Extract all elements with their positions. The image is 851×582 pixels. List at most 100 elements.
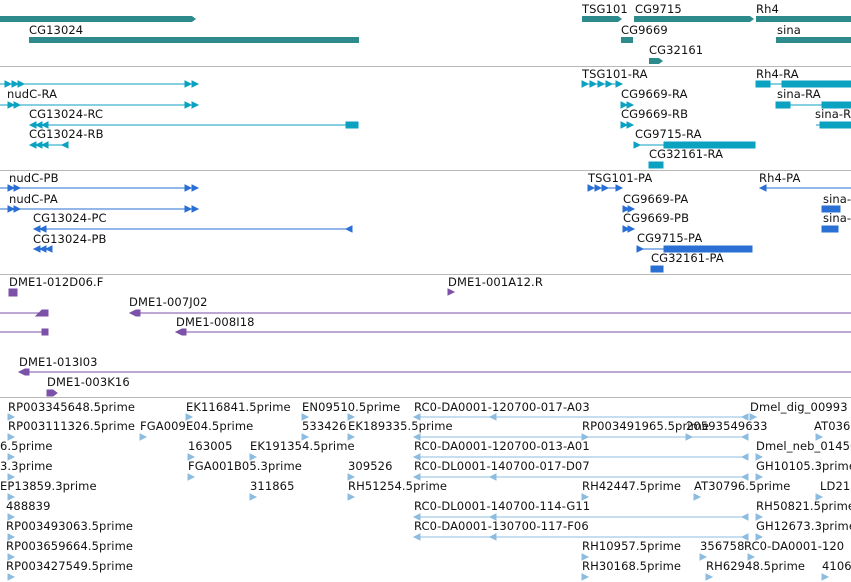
est-label[interactable]: RH30168.5prime — [582, 559, 682, 573]
protein-label[interactable]: sina- — [823, 192, 851, 206]
est-label[interactable]: 6.5prime — [0, 439, 53, 453]
transcript-label[interactable]: CG9669-RB — [621, 107, 689, 121]
est-label[interactable]: RC0-DA0001-120700-013-A01 — [414, 439, 590, 453]
clone-track: DME1-012D06.F DME1-001A12.R DME1-007J02 … — [0, 275, 851, 397]
est-label[interactable]: RP003493063.5prime — [6, 519, 134, 533]
est-label[interactable]: RH42447.5prime — [582, 479, 682, 493]
est-label[interactable]: GH10105.3prime — [756, 459, 851, 473]
protein-label[interactable]: CG32161-PA — [651, 251, 724, 265]
clone-label[interactable]: DME1-008I18 — [176, 315, 255, 329]
est-label[interactable]: RP003427549.5prime — [6, 559, 134, 573]
clone-track-glyphs — [0, 288, 851, 397]
est-label[interactable]: Dmel_dig_00993 — [750, 400, 848, 414]
track-separator — [0, 170, 851, 171]
gene-label[interactable]: CG32161 — [649, 43, 704, 57]
est-label[interactable]: RP003659664.5prime — [6, 539, 134, 553]
transcript-label[interactable]: CG32161-RA — [649, 147, 724, 161]
est-label[interactable]: Dmel_neb_01456 — [756, 439, 851, 453]
transcript-label[interactable]: sina-R — [815, 107, 851, 121]
est-label[interactable]: EP13859.3prime — [0, 479, 97, 493]
protein-label[interactable]: sina- — [823, 211, 851, 225]
est-label[interactable]: RP003345648.5prime — [8, 400, 136, 414]
track-separator — [0, 397, 851, 398]
clone-label[interactable]: DME1-001A12.R — [448, 275, 543, 289]
gene-label[interactable]: Rh4 — [756, 2, 779, 16]
est-label[interactable]: LD21 — [820, 479, 851, 493]
est-label[interactable]: 3.3prime — [0, 459, 53, 473]
est-label[interactable]: AT30796.5prime — [694, 479, 791, 493]
est-label[interactable]: 488839 — [6, 499, 51, 513]
gene-label[interactable]: CG13024 — [29, 23, 84, 37]
est-label[interactable]: RH62948.5prime — [706, 559, 806, 573]
transcript-track-glyphs — [0, 80, 851, 169]
est-label[interactable]: EK189335.5prime — [348, 419, 453, 433]
transcript-label[interactable]: CG13024-RB — [29, 127, 104, 141]
protein-track: nudC-PB TSG101-PA Rh4-PA nudC-PA CG9669-… — [0, 171, 851, 274]
clone-label[interactable]: DME1-007J02 — [129, 295, 208, 309]
est-label[interactable]: AT036 — [814, 419, 851, 433]
gene-glyph — [0, 16, 196, 22]
transcript-label[interactable]: CG9715-RA — [635, 127, 702, 141]
protein-label[interactable]: CG13024-PB — [33, 232, 107, 246]
est-label[interactable]: 4106 — [822, 559, 851, 573]
gene-glyph — [756, 16, 851, 22]
est-label[interactable]: EK191354.5prime — [250, 439, 355, 453]
est-label[interactable]: GH12673.3prime — [756, 519, 851, 533]
est-label[interactable]: 311865 — [250, 479, 295, 493]
gene-label[interactable]: sina — [777, 23, 801, 37]
clone-label[interactable]: DME1-003K16 — [47, 375, 130, 389]
track-separator — [0, 66, 851, 67]
protein-label[interactable]: CG9669-PA — [623, 192, 689, 206]
track-separator — [0, 274, 851, 275]
gene-glyph — [29, 37, 359, 43]
transcript-label[interactable]: CG9669-RA — [621, 87, 688, 101]
est-label[interactable]: RC0-DL0001-140700-017-D07 — [414, 459, 590, 473]
est-label[interactable]: FGA009E04.5prime — [140, 419, 254, 433]
gene-label[interactable]: CG9715 — [635, 2, 682, 16]
gene-glyph — [621, 37, 633, 43]
protein-label[interactable]: nudC-PB — [9, 171, 59, 185]
gene-glyph — [776, 37, 851, 43]
protein-track-glyphs — [0, 184, 851, 273]
gene-glyph — [634, 16, 754, 22]
est-label[interactable]: RC0-DA0001-120700-017-A03 — [414, 400, 590, 414]
protein-label[interactable]: nudC-PA — [9, 192, 58, 206]
est-label[interactable]: 356758 — [700, 539, 745, 553]
est-label[interactable]: RC0-DA0001-120 — [744, 539, 845, 553]
est-label[interactable]: RP003491965.5prime — [582, 419, 710, 433]
protein-label[interactable]: CG9715-PA — [637, 231, 703, 245]
clone-label[interactable]: DME1-013I03 — [19, 355, 98, 369]
est-label[interactable]: RC0-DA0001-130700-117-F06 — [414, 519, 589, 533]
est-label[interactable]: RP003111326.5prime — [8, 419, 136, 433]
est-label[interactable]: RC0-DL0001-140700-114-G11 — [414, 499, 591, 513]
transcript-label[interactable]: CG13024-RC — [29, 107, 104, 121]
gene-track: CG13024 TSG101 CG9715 Rh4 CG9669 sina CG… — [0, 0, 851, 66]
est-label[interactable]: 309526 — [348, 459, 393, 473]
transcript-label[interactable]: Rh4-RA — [756, 67, 799, 81]
gene-label[interactable]: TSG101 — [582, 2, 628, 16]
est-track-glyphs — [7, 413, 830, 581]
protein-label[interactable]: CG9669-PB — [623, 211, 690, 225]
gene-glyph — [649, 58, 663, 64]
est-label[interactable]: 533426 — [302, 419, 347, 433]
est-label[interactable]: FGA001B05.3prime — [188, 459, 302, 473]
est-label[interactable]: 20593549633 — [686, 419, 768, 433]
gene-glyph — [582, 16, 622, 22]
est-label[interactable]: RH10957.5prime — [582, 539, 682, 553]
transcript-label[interactable]: sina-RA — [777, 87, 821, 101]
est-label[interactable]: RH51254.5prime — [348, 479, 448, 493]
transcript-label[interactable]: TSG101-RA — [582, 67, 648, 81]
protein-label[interactable]: TSG101-PA — [588, 171, 653, 185]
est-label[interactable]: EN09510.5prime — [302, 400, 401, 414]
gene-label[interactable]: CG9669 — [621, 23, 668, 37]
protein-label[interactable]: Rh4-PA — [759, 171, 801, 185]
clone-label[interactable]: DME1-012D06.F — [9, 275, 104, 289]
est-label[interactable]: RH50821.5prime — [756, 499, 851, 513]
transcript-label[interactable]: nudC-RA — [7, 87, 58, 101]
transcript-track: nudC-RA TSG101-RA Rh4-RA CG9669-RA sina-… — [0, 67, 851, 170]
protein-label[interactable]: CG13024-PC — [33, 211, 107, 225]
est-label[interactable]: EK116841.5prime — [186, 400, 291, 414]
est-label[interactable]: 163005 — [188, 439, 233, 453]
gene-track-glyphs — [0, 16, 851, 64]
